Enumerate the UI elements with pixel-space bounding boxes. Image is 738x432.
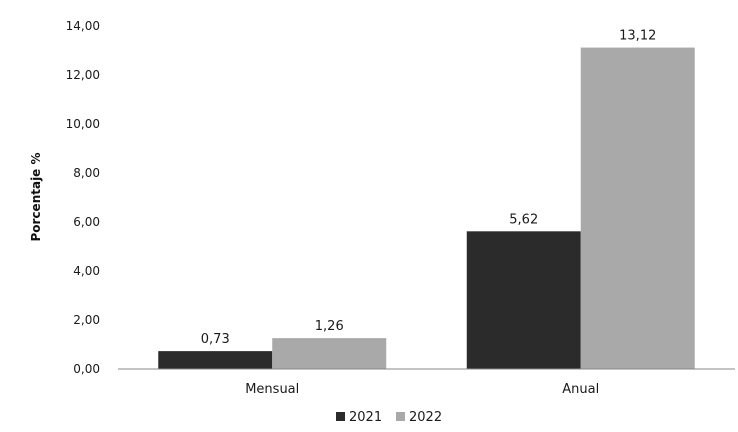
legend-label-2021: 2021	[349, 410, 382, 425]
y-axis-title: Porcentaje %	[29, 152, 43, 241]
bar-2022-anual	[580, 47, 695, 370]
data-label: 5,62	[509, 212, 538, 227]
y-tick-label: 10,00	[66, 117, 100, 131]
data-label: 0,73	[201, 332, 230, 347]
x-category-label: Anual	[562, 382, 599, 397]
y-tick-label: 2,00	[73, 313, 100, 327]
bar-2021-mensual	[158, 351, 273, 369]
y-tick-label: 12,00	[66, 68, 100, 82]
y-tick-label: 4,00	[73, 264, 100, 278]
data-labels: 0,73 1,26 5,62 13,12	[201, 29, 657, 348]
bar-2022-mensual	[272, 338, 387, 369]
legend-swatch-2021	[336, 412, 345, 421]
bars	[158, 47, 695, 370]
legend-swatch-2022	[396, 412, 405, 421]
x-category-label: Mensual	[245, 382, 299, 397]
y-axis-ticks: 0,00 2,00 4,00 6,00 8,00 10,00 12,00 14,00	[66, 19, 100, 376]
y-tick-label: 8,00	[73, 166, 100, 180]
data-label: 13,12	[619, 29, 656, 44]
y-tick-label: 0,00	[73, 362, 100, 376]
y-tick-label: 6,00	[73, 215, 100, 229]
legend: 2021 2022	[336, 410, 442, 425]
x-axis-categories: Mensual Anual	[245, 382, 599, 397]
legend-label-2022: 2022	[409, 410, 442, 425]
y-axis-label: Porcentaje %	[29, 152, 43, 241]
data-label: 1,26	[315, 319, 344, 334]
bar-2021-anual	[466, 231, 581, 369]
y-tick-label: 14,00	[66, 19, 100, 33]
